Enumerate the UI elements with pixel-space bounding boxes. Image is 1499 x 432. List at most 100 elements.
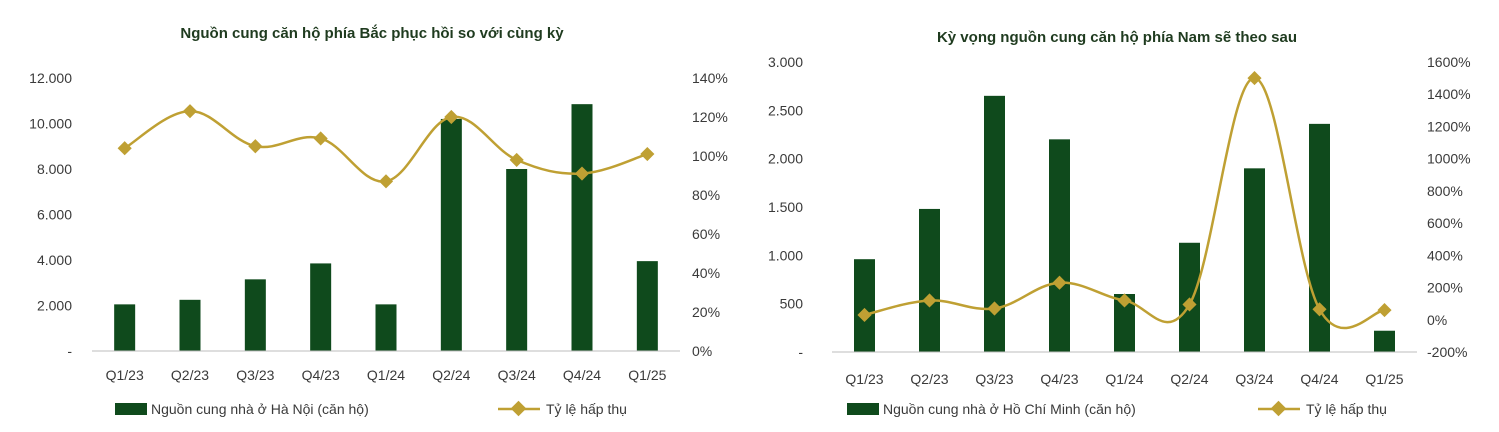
series-line bbox=[864, 76, 1385, 330]
line-point-marker bbox=[1377, 303, 1392, 318]
x-tick-label: Q4/23 bbox=[302, 367, 340, 383]
y-tick-label: 4.000 bbox=[37, 252, 72, 268]
chart-south-svg: Kỳ vọng nguồn cung căn hộ phía Nam sẽ th… bbox=[768, 29, 1471, 417]
legend-line-label: Tỷ lệ hấp thụ bbox=[546, 401, 627, 417]
bar bbox=[1179, 242, 1200, 352]
legend-diamond-icon bbox=[510, 400, 527, 417]
x-axis: Q1/23 Q2/23 Q3/23 Q4/23 Q1/24 Q2/24 Q3/24 Q4/24… bbox=[832, 351, 1417, 387]
x-tick-label: Q2/24 bbox=[1170, 371, 1208, 387]
y2-tick-label: 80% bbox=[692, 187, 720, 203]
bar bbox=[919, 208, 940, 352]
y-axis-right: 0% 20% 40% 60% 80% 100% 120% 140% bbox=[692, 70, 728, 359]
line-point-marker bbox=[117, 141, 132, 156]
legend-bar-swatch bbox=[847, 403, 879, 415]
line-point-marker bbox=[378, 174, 394, 189]
y2-tick-label: 20% bbox=[692, 304, 720, 320]
y2-tick-label: 0% bbox=[692, 343, 712, 359]
line-point-marker bbox=[987, 301, 1002, 316]
x-tick-label: Q4/23 bbox=[1040, 371, 1078, 387]
y-tick-label: 6.000 bbox=[37, 207, 72, 223]
x-tick-label: Q1/23 bbox=[845, 371, 883, 387]
line-group bbox=[857, 71, 1392, 330]
bar-group bbox=[854, 95, 1395, 352]
y-tick-label: 2.000 bbox=[768, 151, 803, 167]
y2-tick-label: 1400% bbox=[1427, 86, 1471, 102]
chart-north: Nguồn cung căn hộ phía Bắc phục hồi so v… bbox=[0, 0, 750, 427]
line-point-marker bbox=[1117, 293, 1132, 308]
bar bbox=[506, 169, 528, 351]
x-tick-label: Q4/24 bbox=[1300, 371, 1338, 387]
y2-tick-label: 120% bbox=[692, 109, 728, 125]
legend-diamond-icon bbox=[1270, 400, 1287, 417]
chart-title: Kỳ vọng nguồn cung căn hộ phía Nam sẽ th… bbox=[937, 29, 1297, 46]
line-point-marker bbox=[444, 109, 459, 125]
bar bbox=[375, 304, 397, 351]
chart-south: Kỳ vọng nguồn cung căn hộ phía Nam sẽ th… bbox=[750, 0, 1499, 427]
bar bbox=[244, 279, 266, 351]
y2-tick-label: 800% bbox=[1427, 183, 1463, 199]
y-axis-left: - 2.000 4.000 6.000 8.000 10.000 12.000 bbox=[29, 70, 72, 359]
legend-bar-label: Nguồn cung nhà ở Hồ Chí Minh (căn hộ) bbox=[883, 401, 1136, 417]
legend-line-label: Tỷ lệ hấp thụ bbox=[1306, 401, 1387, 417]
x-tick-label: Q1/24 bbox=[367, 367, 405, 383]
bar bbox=[636, 261, 658, 351]
x-tick-label: Q1/25 bbox=[1365, 371, 1403, 387]
y-tick-label: 8.000 bbox=[37, 161, 72, 177]
x-tick-label: Q2/23 bbox=[910, 371, 948, 387]
y-tick-label: - bbox=[798, 344, 803, 360]
y-tick-label: 10.000 bbox=[29, 116, 72, 132]
y2-tick-label: 100% bbox=[692, 148, 728, 164]
series-line bbox=[124, 109, 648, 183]
y-tick-label: 1.000 bbox=[768, 247, 803, 263]
x-tick-label: Q3/24 bbox=[498, 367, 536, 383]
x-tick-label: Q2/23 bbox=[171, 367, 209, 383]
x-axis: Q1/23 Q2/23 Q3/23 Q4/23 Q1/24 Q2/24 Q3/24 Q4/24… bbox=[92, 350, 680, 383]
line-point-marker bbox=[1182, 297, 1197, 312]
y2-tick-label: 1000% bbox=[1427, 151, 1471, 167]
legend-bar-label: Nguồn cung nhà ở Hà Nội (căn hộ) bbox=[151, 401, 369, 417]
bar bbox=[179, 299, 201, 351]
bar bbox=[1374, 330, 1395, 352]
y2-tick-label: 1200% bbox=[1427, 118, 1471, 134]
bar bbox=[854, 259, 875, 352]
y2-tick-label: 400% bbox=[1427, 247, 1463, 263]
x-tick-label: Q3/23 bbox=[236, 367, 274, 383]
legend: Nguồn cung nhà ở Hà Nội (căn hộ) Tỷ lệ h… bbox=[115, 400, 627, 417]
chart-title: Nguồn cung căn hộ phía Bắc phục hồi so v… bbox=[180, 24, 564, 42]
y-tick-label: 3.000 bbox=[768, 54, 803, 70]
line-point-marker bbox=[640, 146, 655, 162]
chart-north-svg: Nguồn cung căn hộ phía Bắc phục hồi so v… bbox=[29, 24, 728, 417]
y-tick-label: - bbox=[67, 343, 72, 359]
line-point-marker bbox=[182, 104, 198, 119]
y-axis-left: - 500 1.000 1.500 2.000 2.500 3.000 bbox=[768, 54, 803, 360]
y-tick-label: 2.000 bbox=[37, 298, 72, 314]
line-point-marker bbox=[1312, 302, 1327, 317]
bar bbox=[571, 104, 593, 351]
y2-tick-label: 140% bbox=[692, 70, 728, 86]
line-point-marker bbox=[1052, 275, 1067, 290]
bar bbox=[1049, 139, 1070, 352]
bar bbox=[984, 95, 1005, 352]
legend-bar-swatch bbox=[115, 403, 147, 415]
x-tick-label: Q1/24 bbox=[1105, 371, 1143, 387]
y2-tick-label: 200% bbox=[1427, 280, 1463, 296]
line-point-marker bbox=[857, 307, 872, 323]
line-point-marker bbox=[574, 166, 590, 181]
bar bbox=[114, 304, 136, 351]
line-point-marker bbox=[313, 131, 328, 146]
bar bbox=[310, 263, 332, 351]
y2-tick-label: 600% bbox=[1427, 215, 1463, 231]
y-tick-label: 500 bbox=[780, 296, 804, 312]
line-point-marker bbox=[922, 293, 937, 308]
x-tick-label: Q3/23 bbox=[975, 371, 1013, 387]
x-tick-label: Q2/24 bbox=[432, 367, 470, 383]
y2-tick-label: 60% bbox=[692, 226, 720, 242]
line-point-marker bbox=[248, 139, 263, 154]
x-tick-label: Q3/24 bbox=[1235, 371, 1273, 387]
x-tick-label: Q1/23 bbox=[106, 367, 144, 383]
line-point-marker bbox=[509, 152, 524, 167]
y-tick-label: 12.000 bbox=[29, 70, 72, 86]
y-tick-label: 2.500 bbox=[768, 102, 803, 118]
bar bbox=[1114, 294, 1135, 352]
legend: Nguồn cung nhà ở Hồ Chí Minh (căn hộ) Tỷ… bbox=[847, 400, 1387, 417]
